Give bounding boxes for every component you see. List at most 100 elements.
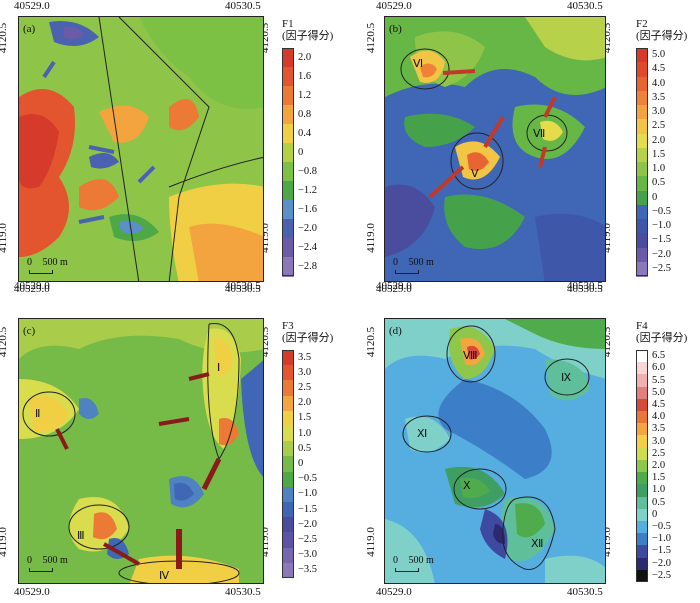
colorbar-title-d: F4 (因子得分) — [636, 320, 687, 344]
colorbar-swatch — [636, 411, 648, 424]
colorbar-tick-label: −2.0 — [652, 557, 672, 569]
colorbar-tick-label: 5.0 — [652, 386, 666, 398]
colorbar-tick-label: −3.5 — [298, 564, 318, 576]
colorbar-title-c: F3 (因子得分) — [282, 320, 333, 344]
zone-label-IX: Ⅸ — [561, 372, 572, 384]
colorbar-title-b: F2 (因子得分) — [636, 18, 687, 42]
map-b: (b) Ⅵ Ⅴ Ⅶ 0 500 m — [384, 16, 606, 282]
colorbar-swatch — [282, 124, 294, 144]
x-coord-left: 40529.0 — [376, 280, 412, 292]
colorbar-tick-label: 1.0 — [652, 484, 666, 496]
x-coord-right-bottom: 40530.5 — [225, 586, 261, 598]
colorbar-swatch — [636, 484, 648, 498]
x-coord-right-bottom: 40530.5 — [567, 283, 603, 295]
y-coord-bottom-left: 4119.0 — [0, 223, 9, 253]
colorbar-swatch — [282, 502, 294, 518]
colorbar-tick-label: −2.0 — [652, 248, 672, 260]
colorbar-swatch — [636, 545, 648, 559]
colorbar-border — [282, 350, 294, 578]
colorbar-tick-label: 3.5 — [652, 91, 666, 103]
x-coord-right-bottom: 40530.5 — [225, 283, 261, 295]
colorbar-swatch — [636, 204, 648, 220]
zone-label-VII: Ⅶ — [533, 128, 546, 140]
colorbar-swatch — [282, 426, 294, 442]
colorbar-swatch — [636, 398, 648, 412]
y-coord-top-left: 4120.5 — [0, 326, 10, 358]
colorbar-tick-label: 0.5 — [298, 442, 312, 454]
colorbar-swatch — [636, 533, 648, 546]
colorbar-tick-label: 3.0 — [652, 106, 666, 118]
scale-label: 500 m — [408, 555, 434, 566]
colorbar-swatch — [282, 395, 294, 412]
colorbar-tick-label: −2.8 — [298, 260, 318, 272]
colorbar-swatch — [636, 119, 648, 134]
x-coord-right: 40530.5 — [567, 280, 603, 292]
colorbar-tick-label: −2.5 — [652, 569, 672, 581]
colorbar-swatch — [282, 410, 294, 427]
colorbar-tick-label: 4.0 — [652, 77, 666, 89]
factor-cn: (因子得分) — [282, 30, 334, 42]
colorbar-swatch — [636, 447, 648, 461]
colorbar-tick-label: 5.5 — [652, 374, 666, 386]
scale-bar: 0 500 m — [27, 555, 68, 572]
y-coord-bottom-left: 4119.0 — [0, 527, 9, 557]
colorbar-tick-label: 1.5 — [652, 472, 666, 484]
colorbar-swatch — [282, 162, 294, 182]
x-coord-left-bottom: 40529.0 — [14, 283, 50, 295]
colorbar-swatch — [282, 86, 294, 106]
colorbar-swatch — [636, 261, 648, 277]
colorbar-swatch — [282, 365, 294, 381]
scale-label: 500 m — [408, 257, 434, 268]
colorbar-swatch — [636, 557, 648, 571]
colorbar-tick-label: 6.5 — [652, 350, 666, 362]
colorbar-tick-label: −1.0 — [652, 220, 672, 232]
colorbar-tick-label: 1.2 — [298, 89, 312, 101]
panel-label: (c) — [23, 325, 36, 337]
colorbar-swatch — [282, 105, 294, 125]
colorbar-tick-label: 0 — [652, 508, 658, 520]
colorbar-tick-label: −1.5 — [652, 545, 672, 557]
colorbar-swatch — [636, 496, 648, 510]
x-coord-left: 40529.0 — [376, 0, 412, 12]
colorbar-tick-label: 4.5 — [652, 398, 666, 410]
x-coord-right: 40530.5 — [225, 280, 261, 292]
panel-label: (a) — [23, 23, 36, 35]
colorbar-tick-label: 5.0 — [652, 49, 666, 61]
colorbar-swatch — [282, 143, 294, 163]
x-coord-right-bottom: 40530.5 — [567, 586, 603, 598]
zone-label-VI: Ⅵ — [413, 58, 424, 70]
colorbar-tick-label: 0 — [652, 191, 658, 203]
x-coord-left-bottom: 40529.0 — [376, 283, 412, 295]
colorbar-title-a: F1 (因子得分) — [282, 18, 333, 42]
colorbar-tick-label: 1.6 — [298, 70, 312, 82]
colorbar-tick-label: −3.0 — [298, 549, 318, 561]
colorbar-swatch — [636, 133, 648, 149]
colorbar-swatch — [282, 441, 294, 457]
colorbar-tick-label: 2.0 — [652, 134, 666, 146]
map-c: (c) Ⅰ Ⅱ Ⅲ Ⅳ 0 500 m — [18, 318, 264, 584]
colorbar-swatch — [282, 562, 294, 579]
map-d: (d) Ⅷ Ⅸ Ⅺ Ⅹ Ⅻ 0 500 m — [384, 318, 606, 584]
x-coord-left-bottom: 40529.0 — [14, 586, 50, 598]
scale-zero: 0 — [27, 257, 32, 268]
colorbar-tick-label: 0.4 — [298, 127, 312, 139]
colorbar-tick-label: −2.0 — [298, 222, 318, 234]
colorbar-tick-label: 3.0 — [298, 366, 312, 378]
colorbar-tick-label: −2.0 — [298, 518, 318, 530]
x-coord-right: 40530.5 — [567, 0, 603, 12]
zone-label-IV: Ⅳ — [159, 570, 170, 582]
factor-name: F2 — [636, 18, 648, 30]
colorbar-tick-label: 3.5 — [298, 351, 312, 363]
colorbar-tick-label: −2.4 — [298, 241, 318, 253]
zone-label-II: Ⅱ — [35, 408, 41, 420]
colorbar-swatch — [282, 532, 294, 549]
factor-cn: (因子得分) — [282, 332, 334, 344]
zone-label-XII: Ⅻ — [531, 538, 544, 550]
colorbar-swatch — [636, 350, 648, 363]
colorbar-swatch — [636, 508, 648, 522]
y-coord-top-left: 4120.5 — [365, 326, 378, 358]
x-coord-left: 40529.0 — [14, 280, 50, 292]
scale-zero: 0 — [393, 257, 398, 268]
colorbar-tick-label: 1.5 — [298, 412, 312, 424]
scale-line — [395, 270, 419, 274]
